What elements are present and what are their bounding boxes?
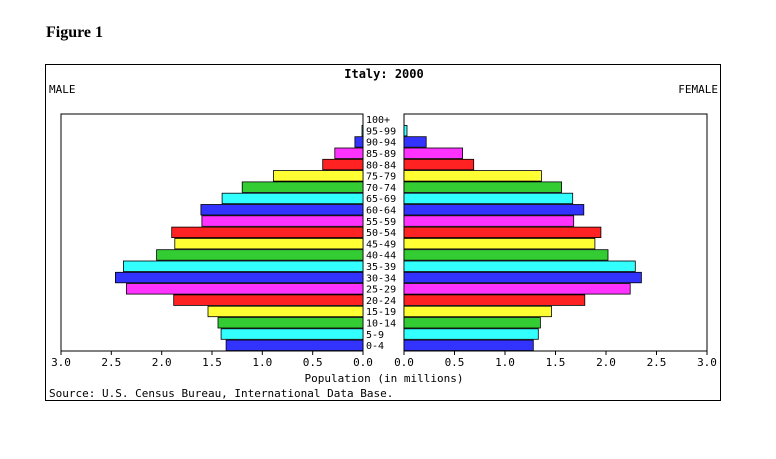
age-label-15-19: 15-19 <box>366 307 396 318</box>
male-tick-label-6: 0.0 <box>353 356 373 369</box>
age-label-70-74: 70-74 <box>366 183 396 194</box>
male-bar-35-39 <box>123 260 364 272</box>
female-tick-label-1: 0.5 <box>445 356 465 369</box>
female-bar-15-19 <box>403 305 552 318</box>
age-group-labels: 0-45-910-1415-1920-2425-2930-3435-3940-4… <box>366 115 396 352</box>
female-tick-label-6: 3.0 <box>697 356 717 369</box>
chart-frame: Italy: 2000 MALE FEMALE 0-4 5-9 10-14 15-19… <box>45 64 721 401</box>
x-axis-label: Population (in millions) <box>305 372 464 385</box>
male-x-ticks: 3.0 2.5 2.0 1.5 1.0 0.5 0.0 <box>51 351 373 369</box>
male-tick-label-3: 1.5 <box>202 356 222 369</box>
age-label-5-9: 5-9 <box>366 330 384 341</box>
male-bar-90-94 <box>354 136 364 148</box>
male-tick-label-1: 2.5 <box>101 356 121 369</box>
male-bar-55-59 <box>201 215 364 227</box>
age-label-25-29: 25-29 <box>366 285 396 296</box>
male-bar-75-79 <box>272 170 364 182</box>
age-label-50-54: 50-54 <box>366 228 396 239</box>
chart-title: Italy: 2000 <box>344 67 423 81</box>
male-bar-60-64 <box>200 204 364 216</box>
age-label-0-4: 0-4 <box>366 341 384 352</box>
female-bar-95-99 <box>403 125 408 137</box>
male-bar-40-44 <box>156 249 364 261</box>
female-bar-65-69 <box>403 192 574 205</box>
female-tick-label-5: 2.5 <box>647 356 667 369</box>
male-tick-label-4: 1.0 <box>252 356 272 369</box>
male-bar-0-4 <box>225 339 364 352</box>
male-bar-20-24 <box>173 294 364 306</box>
female-tick-label-2: 1.0 <box>495 356 515 369</box>
female-bar-40-44 <box>403 249 609 261</box>
male-bar-30-34 <box>115 271 364 284</box>
female-tick-label-3: 1.5 <box>546 356 566 369</box>
female-tick-label-0: 0.0 <box>394 356 414 369</box>
age-label-40-44: 40-44 <box>366 251 396 262</box>
male-label: MALE <box>49 83 76 96</box>
female-tick-label-4: 2.0 <box>596 356 616 369</box>
female-bars <box>403 125 642 352</box>
female-bar-45-49 <box>403 237 596 250</box>
male-bars <box>115 125 364 352</box>
source-note: Source: U.S. Census Bureau, Internationa… <box>49 387 393 400</box>
female-bar-75-79 <box>403 170 542 182</box>
age-label-35-39: 35-39 <box>366 262 396 273</box>
age-label-60-64: 60-64 <box>366 206 396 217</box>
male-tick-label-5: 0.5 <box>303 356 323 369</box>
female-bar-25-29 <box>403 283 631 295</box>
female-bar-5-9 <box>403 328 539 340</box>
female-bar-80-84 <box>403 158 475 171</box>
male-bar-70-74 <box>241 181 364 193</box>
female-bar-50-54 <box>403 226 602 239</box>
male-bar-10-14 <box>217 317 364 329</box>
female-bar-0-4 <box>403 339 534 352</box>
male-bar-25-29 <box>126 283 364 295</box>
female-bar-70-74 <box>403 181 563 193</box>
age-label-85-89: 85-89 <box>366 149 396 160</box>
female-bar-90-94 <box>403 136 427 148</box>
age-label-30-34: 30-34 <box>366 273 396 284</box>
male-tick-label-0: 3.0 <box>51 356 71 369</box>
age-label-95-99: 95-99 <box>366 126 396 137</box>
female-x-ticks: 0.0 0.5 1.0 1.5 2.0 2.5 3.0 <box>394 351 717 369</box>
female-bar-85-89 <box>403 147 463 159</box>
figure-label: Figure 1 <box>46 24 104 41</box>
female-bar-20-24 <box>403 294 586 306</box>
male-bar-50-54 <box>171 226 364 239</box>
male-bar-80-84 <box>322 158 364 171</box>
male-bar-45-49 <box>174 237 364 250</box>
age-label-10-14: 10-14 <box>366 319 396 330</box>
male-tick-label-2: 2.0 <box>152 356 172 369</box>
female-bar-55-59 <box>403 215 575 227</box>
male-bar-65-69 <box>221 192 364 205</box>
female-bar-60-64 <box>403 204 585 216</box>
male-bar-15-19 <box>207 305 364 318</box>
age-label-45-49: 45-49 <box>366 239 396 250</box>
female-label: FEMALE <box>678 83 718 96</box>
female-bar-30-34 <box>403 271 642 284</box>
age-label-55-59: 55-59 <box>366 217 396 228</box>
age-label-80-84: 80-84 <box>366 160 396 171</box>
age-label-100+: 100+ <box>366 115 390 126</box>
age-label-20-24: 20-24 <box>366 296 396 307</box>
age-label-90-94: 90-94 <box>366 138 396 149</box>
female-bar-10-14 <box>403 317 541 329</box>
male-bar-5-9 <box>220 328 364 340</box>
age-label-75-79: 75-79 <box>366 172 396 183</box>
male-bar-85-89 <box>334 147 364 159</box>
male-bar-95-99 <box>361 125 364 137</box>
population-pyramid-chart: Italy: 2000 MALE FEMALE 0-45-910-1415-19… <box>49 67 718 400</box>
female-bar-35-39 <box>403 260 636 272</box>
age-label-65-69: 65-69 <box>366 194 396 205</box>
